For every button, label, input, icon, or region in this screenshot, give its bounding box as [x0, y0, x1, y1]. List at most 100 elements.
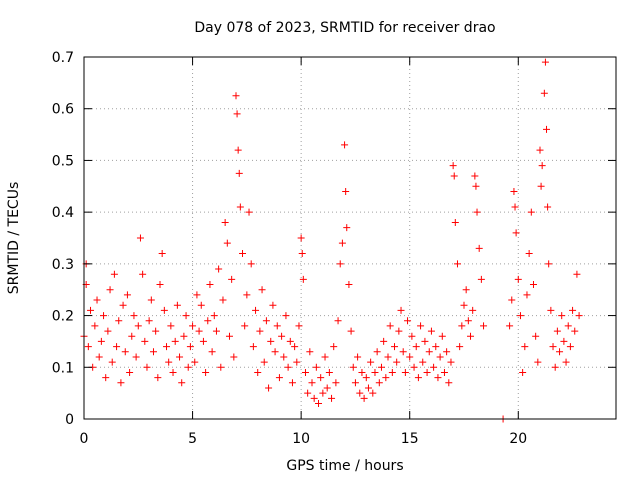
data-point [299, 275, 307, 283]
x-tick-label: 20 [509, 431, 527, 447]
data-point [536, 146, 544, 154]
data-point [163, 343, 171, 351]
data-point [399, 348, 407, 356]
data-point [110, 270, 118, 278]
data-point [100, 312, 108, 320]
data-point [84, 343, 92, 351]
data-point [95, 353, 103, 361]
data-point [306, 348, 314, 356]
data-point [419, 358, 427, 366]
data-point [358, 368, 366, 376]
data-point [269, 301, 277, 309]
data-point [169, 368, 177, 376]
data-point [514, 275, 522, 283]
data-point [284, 363, 292, 371]
x-axis-title: GPS time / hours [286, 458, 403, 474]
data-point [451, 218, 459, 226]
data-point [184, 363, 192, 371]
data-point [532, 332, 540, 340]
data-point [325, 368, 333, 376]
chart-title: Day 078 of 2023, SRMTID for receiver dra… [194, 20, 495, 36]
data-point [395, 327, 403, 335]
data-point [104, 327, 112, 335]
data-point [132, 353, 140, 361]
data-point [566, 343, 574, 351]
data-point [469, 306, 477, 314]
data-point [121, 348, 129, 356]
y-tick-label: 0.3 [52, 257, 74, 273]
data-point [508, 296, 516, 304]
data-point [243, 291, 251, 299]
data-point [265, 384, 273, 392]
data-point [449, 162, 457, 170]
data-point [260, 358, 268, 366]
data-point [195, 327, 203, 335]
data-point [564, 322, 572, 330]
data-point [271, 348, 279, 356]
data-point [456, 343, 464, 351]
data-point [521, 343, 529, 351]
data-point [545, 260, 553, 268]
data-point [558, 312, 566, 320]
data-point [252, 306, 260, 314]
y-tick-label: 0.7 [52, 50, 74, 66]
y-tick-label: 0 [65, 412, 74, 428]
data-point [380, 337, 388, 345]
data-point [408, 332, 416, 340]
data-point [171, 337, 179, 345]
data-point [467, 332, 475, 340]
data-point [232, 92, 240, 100]
data-point [297, 234, 305, 242]
data-point [386, 322, 394, 330]
data-point [235, 169, 243, 177]
x-tick-label: 5 [188, 431, 197, 447]
data-point [143, 363, 151, 371]
data-point [472, 182, 480, 190]
data-point [126, 368, 134, 376]
data-point [312, 363, 320, 371]
data-point [434, 374, 442, 382]
data-point [423, 368, 431, 376]
data-point [204, 317, 212, 325]
data-point [334, 317, 342, 325]
data-point [178, 379, 186, 387]
data-point [189, 322, 197, 330]
data-point [304, 389, 312, 397]
data-point [247, 260, 255, 268]
data-point [382, 374, 390, 382]
y-tick-label: 0.6 [52, 102, 74, 118]
data-points [80, 58, 583, 423]
data-point [388, 368, 396, 376]
data-point [443, 348, 451, 356]
data-point [430, 363, 438, 371]
data-point [230, 353, 238, 361]
data-point [516, 312, 524, 320]
data-point [523, 291, 531, 299]
data-point [258, 286, 266, 294]
data-point [356, 389, 364, 397]
data-point [141, 337, 149, 345]
data-point [215, 265, 223, 273]
data-point [288, 379, 296, 387]
data-point [91, 322, 99, 330]
data-point [154, 374, 162, 382]
data-point [575, 312, 583, 320]
data-point [97, 337, 105, 345]
data-point [262, 317, 270, 325]
data-point [364, 384, 372, 392]
data-point [293, 358, 301, 366]
data-point [219, 296, 227, 304]
data-point [254, 368, 262, 376]
data-point [462, 286, 470, 294]
data-point [338, 239, 346, 247]
data-point [373, 348, 381, 356]
data-point [165, 358, 173, 366]
data-point [139, 270, 147, 278]
data-point [93, 296, 101, 304]
data-point [460, 301, 468, 309]
data-point [278, 332, 286, 340]
data-point [286, 337, 294, 345]
data-point [393, 358, 401, 366]
